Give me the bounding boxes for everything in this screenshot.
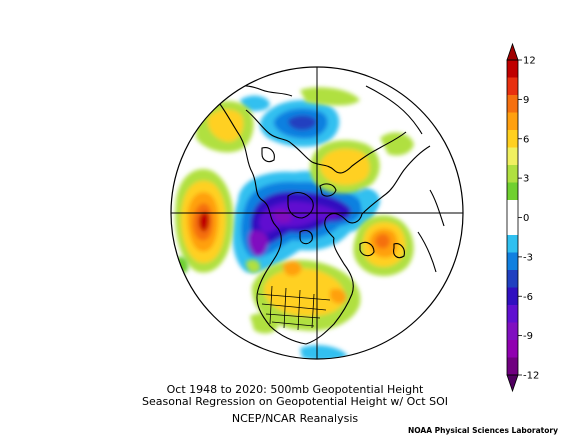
negative-anomaly-arctic bbox=[232, 170, 377, 273]
credit-label: NOAA Physical Sciences Laboratory bbox=[407, 426, 558, 435]
colorbar-segment bbox=[507, 95, 518, 113]
colorbar-tick-label: 0 bbox=[523, 213, 529, 224]
colorbar-segment bbox=[507, 130, 518, 148]
positive-anomaly-pacific bbox=[175, 169, 234, 273]
colorbar-segment bbox=[507, 340, 518, 358]
map-boundary-circle bbox=[170, 66, 464, 360]
colorbar-tick-label: -12 bbox=[523, 371, 539, 382]
colorbar-segment bbox=[507, 235, 518, 253]
colorbar: 12 9 6 3 0 -3 -6 -9 -12 bbox=[506, 42, 539, 393]
colorbar-segment bbox=[507, 200, 518, 218]
shaded-field bbox=[171, 67, 463, 359]
colorbar-segment bbox=[507, 305, 518, 323]
colorbar-segment bbox=[507, 77, 518, 96]
colorbar-segment bbox=[507, 147, 518, 166]
colorbar-segment bbox=[507, 322, 518, 341]
colorbar-segment bbox=[507, 357, 518, 376]
latitude-longitude-crosshair bbox=[171, 67, 463, 359]
colorbar-segment bbox=[507, 252, 518, 271]
colorbar-tick-label: 3 bbox=[523, 174, 529, 185]
colorbar-tick-label: -6 bbox=[523, 292, 533, 303]
colorbar-segment bbox=[507, 287, 518, 306]
colorbar-tick-label: -9 bbox=[523, 331, 533, 342]
negative-anomaly-north bbox=[240, 95, 340, 147]
colorbar-segment bbox=[507, 112, 518, 131]
colorbar-tick-label: -3 bbox=[523, 252, 533, 263]
colorbar-segment bbox=[507, 60, 518, 78]
caption-line-3: NCEP/NCAR Reanalysis bbox=[231, 412, 359, 425]
state-boundaries bbox=[257, 285, 331, 331]
positive-anomaly-eurasia bbox=[310, 132, 414, 212]
positive-anomaly-north-america bbox=[250, 259, 361, 334]
colorbar-tick-label: 6 bbox=[523, 134, 529, 145]
positive-anomaly-atlantic bbox=[353, 215, 414, 277]
caption-line-2: Seasonal Regression on Geopotential Heig… bbox=[142, 395, 448, 408]
colorbar-segment bbox=[507, 182, 518, 201]
colorbar-tick-label: 12 bbox=[523, 56, 536, 67]
caption-line-1: Oct 1948 to 2020: 500mb Geopotential Hei… bbox=[166, 383, 424, 396]
colorbar-segment bbox=[507, 270, 518, 288]
colorbar-arrow-top bbox=[506, 42, 519, 61]
colorbar-segment bbox=[507, 217, 518, 236]
colorbar-tick-label: 9 bbox=[523, 95, 529, 106]
colorbar-segment bbox=[507, 165, 518, 183]
